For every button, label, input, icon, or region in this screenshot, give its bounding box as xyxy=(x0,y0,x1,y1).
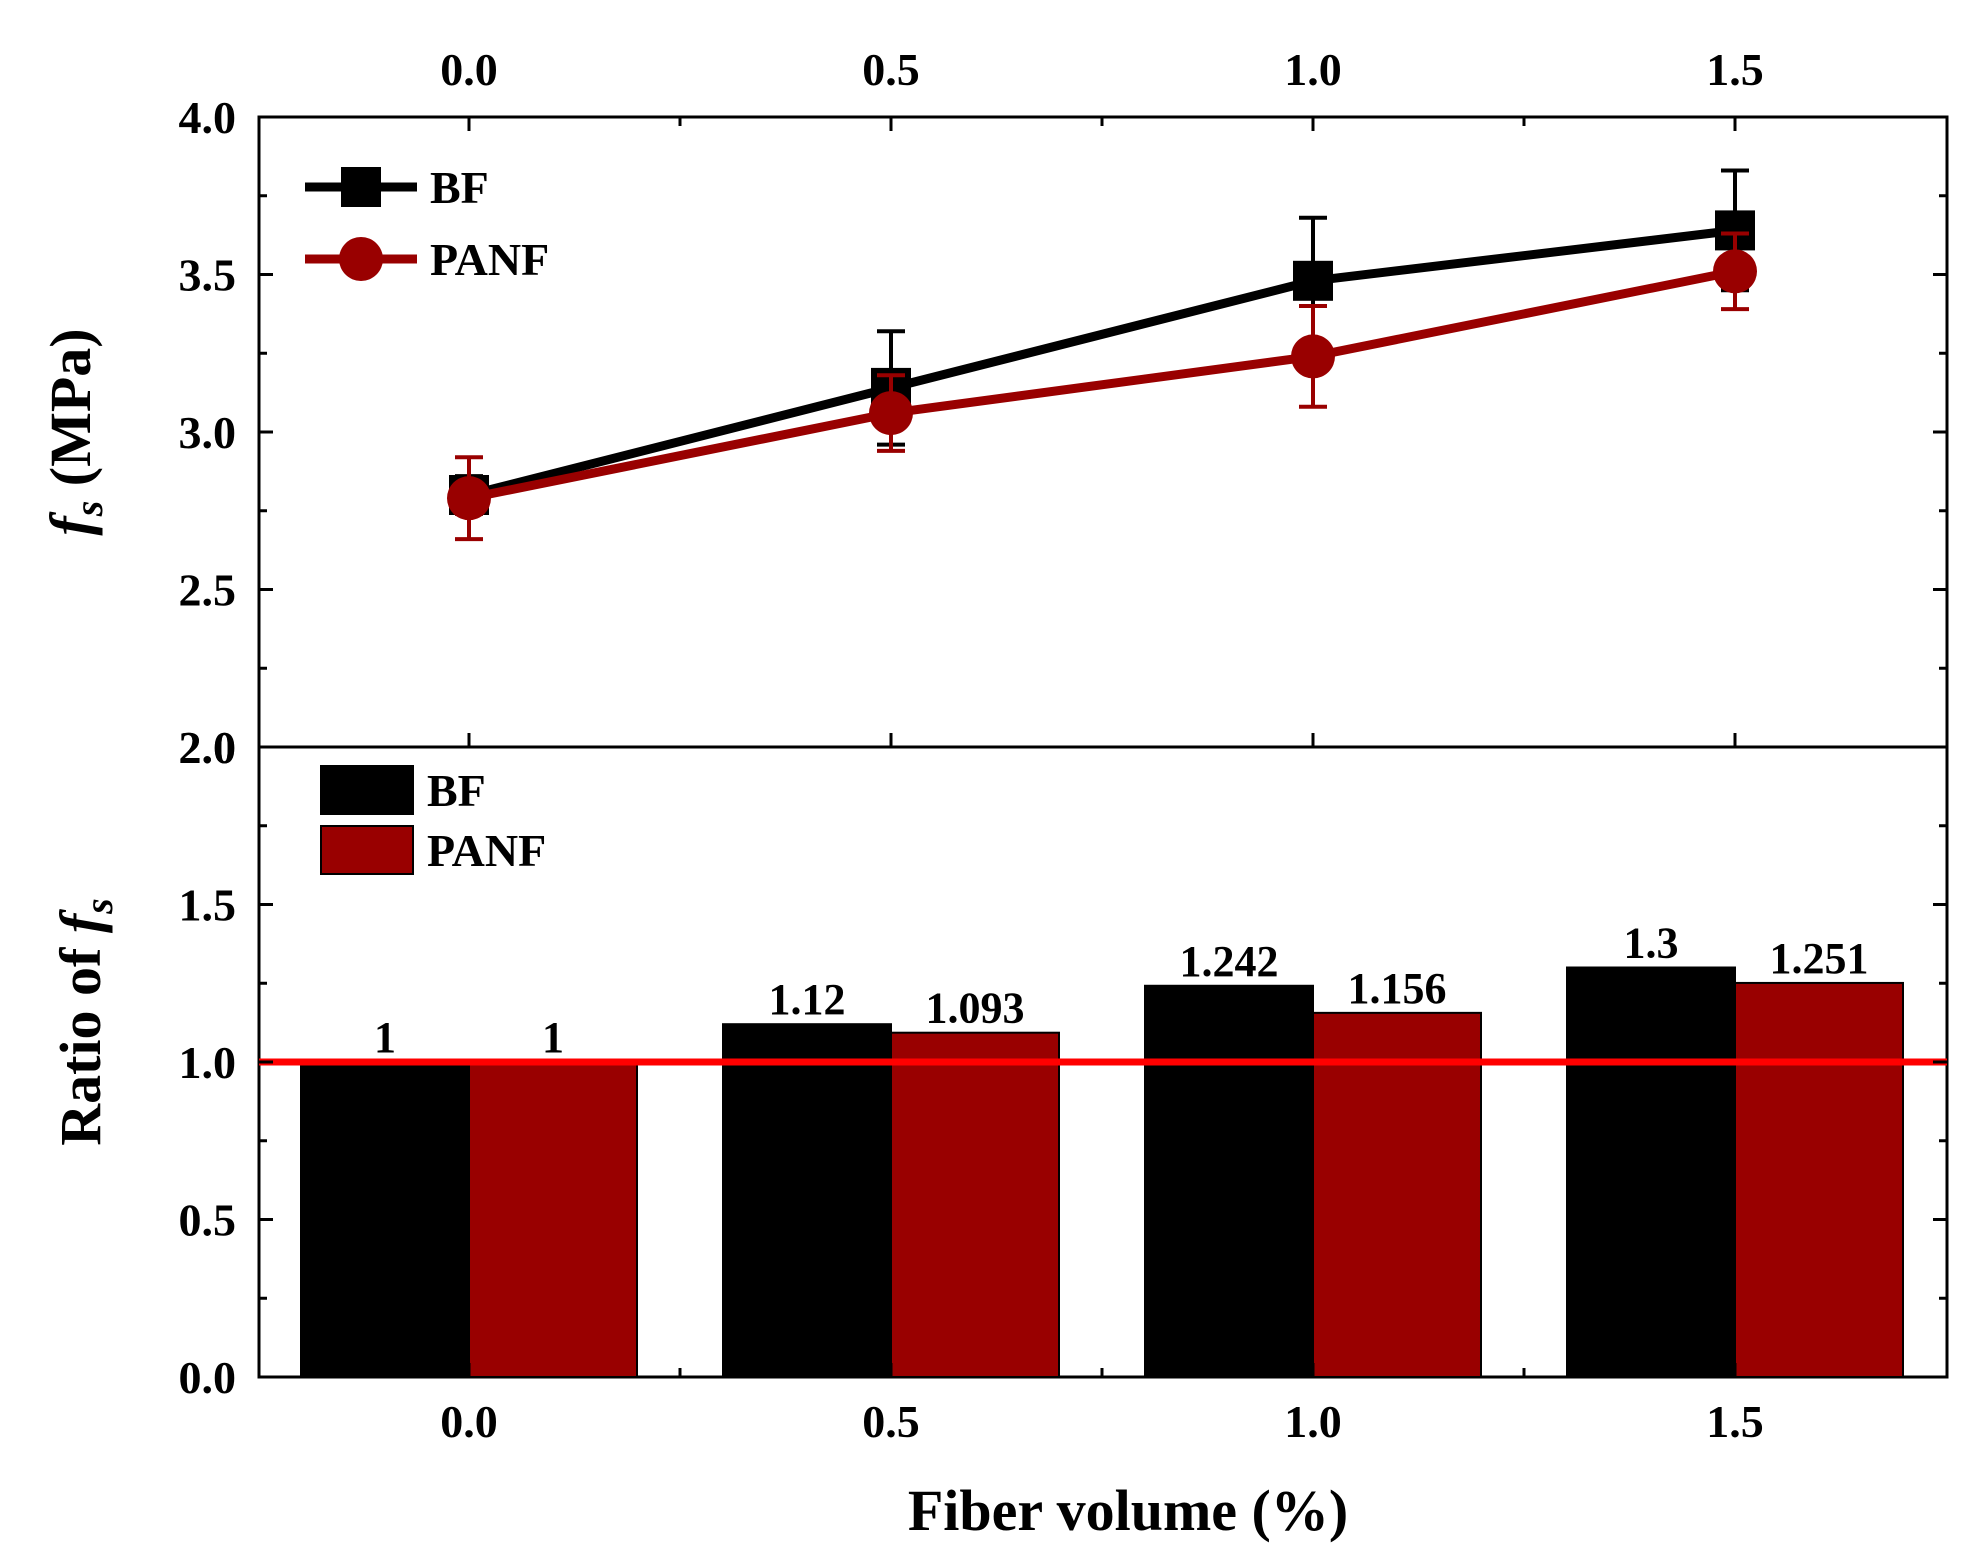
legend-swatch-panf xyxy=(320,825,414,875)
bottom-panel: 1 1.12 1.242 1.3 1 1.093 1.156 1.251 0.0 0.5 1.0 1.… xyxy=(179,722,1947,1447)
top-x-tick-label: 0.0 xyxy=(440,44,498,95)
top-y-tick-label: 3.5 xyxy=(179,250,237,301)
top-y-axis-title: fs (MPa) xyxy=(38,328,111,535)
bar-bf xyxy=(300,1061,470,1378)
top-x-tick-label: 0.5 xyxy=(862,44,920,95)
bottom-x-tick-label: 0.0 xyxy=(440,1396,498,1447)
bottom-y-axis-title-main: Ratio of xyxy=(48,933,113,1146)
legend-label-panf: PANF xyxy=(430,234,549,285)
data-point-panf xyxy=(869,391,913,436)
bar-value-label-panf: 1.156 xyxy=(1348,964,1447,1013)
top-y-tick-label: 2.5 xyxy=(179,565,237,616)
legend-label-bf: BF xyxy=(427,765,486,816)
bar-panf xyxy=(468,1061,638,1378)
legend-label-panf: PANF xyxy=(427,825,546,876)
bar-panf xyxy=(1734,981,1904,1378)
top-y-tick-label: 3.0 xyxy=(179,407,237,458)
top-x-tick-label: 1.0 xyxy=(1284,44,1342,95)
top-y-axis-title-unit: (MPa) xyxy=(38,328,103,500)
legend-swatch-bf xyxy=(320,765,414,815)
top-x-tick-label: 1.5 xyxy=(1706,44,1764,95)
bar-value-label-panf: 1.251 xyxy=(1770,934,1869,983)
legend-label-bf: BF xyxy=(430,162,489,213)
bar-bf xyxy=(722,1023,892,1378)
bottom-y-tick-label: 0.0 xyxy=(179,1352,237,1403)
bar-value-label-bf: 1.242 xyxy=(1180,937,1279,986)
top-y-axis-title-sub: s xyxy=(66,501,111,518)
bottom-y-tick-label: 1.0 xyxy=(179,1037,237,1088)
legend-marker-bf xyxy=(341,167,381,207)
bar-value-label-panf: 1.093 xyxy=(926,984,1025,1033)
series-line-bf xyxy=(467,225,1736,500)
bar-bf xyxy=(1144,984,1314,1379)
data-point-panf xyxy=(1291,334,1335,379)
bar-value-label-bf: 1 xyxy=(374,1013,396,1062)
bottom-x-tick-label: 1.5 xyxy=(1706,1396,1764,1447)
bar-panf xyxy=(1312,1011,1482,1378)
bottom-x-tick-label: 1.0 xyxy=(1284,1396,1342,1447)
top-panel: 0.0 0.5 1.0 1.5 2.0 2.5 3.0 3.5 4.0 BF PANF xyxy=(179,44,1947,773)
bar-value-label-panf: 1 xyxy=(542,1013,564,1062)
bottom-y-axis-title-sub: s xyxy=(76,898,121,915)
bar-value-label-bf: 1.12 xyxy=(769,975,846,1024)
data-point-panf xyxy=(447,476,491,521)
bottom-x-tick-label: 0.5 xyxy=(862,1396,920,1447)
bottom-y-axis-title: Ratio of fs xyxy=(48,898,121,1146)
series-line-panf xyxy=(468,266,1736,503)
data-point-bf xyxy=(1293,260,1333,301)
legend-marker-panf xyxy=(339,237,383,281)
top-plot-frame xyxy=(257,115,1949,749)
bar-value-label-bf: 1.3 xyxy=(1624,919,1679,968)
bottom-y-tick-label: 1.5 xyxy=(179,880,237,931)
shared-y-tick-label: 2.0 xyxy=(179,722,237,773)
bar-panf xyxy=(890,1031,1060,1378)
top-y-tick-label: 4.0 xyxy=(179,92,237,143)
data-point-panf xyxy=(1713,249,1757,294)
bottom-y-tick-label: 0.5 xyxy=(179,1195,237,1246)
x-axis-title: Fiber volume (%) xyxy=(908,1478,1348,1543)
bar-bf xyxy=(1566,966,1736,1378)
top-y-tick-label: 2.0 xyxy=(179,722,237,773)
